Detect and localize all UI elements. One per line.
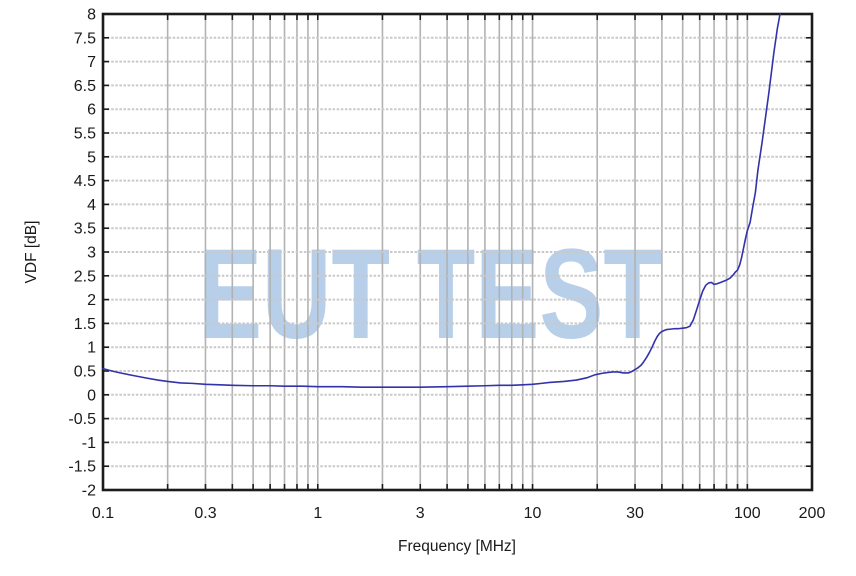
x-tick-label: 0.3 bbox=[194, 505, 216, 522]
y-tick-label: 3.5 bbox=[74, 221, 96, 238]
y-tick-label: 1 bbox=[87, 340, 96, 357]
y-tick-label: 7.5 bbox=[74, 30, 96, 47]
x-tick-label: 100 bbox=[734, 505, 761, 522]
x-axis-title: Frequency [MHz] bbox=[398, 538, 516, 555]
x-tick-label: 3 bbox=[416, 505, 425, 522]
y-tick-label: 1.5 bbox=[74, 316, 96, 333]
y-tick-label: 3 bbox=[87, 245, 96, 262]
x-tick-label: 200 bbox=[799, 505, 826, 522]
y-tick-label: 4 bbox=[87, 197, 96, 214]
y-tick-label: 8 bbox=[87, 7, 96, 24]
y-tick-label: 2.5 bbox=[74, 268, 96, 285]
x-tick-label: 1 bbox=[313, 505, 322, 522]
y-tick-label: 5.5 bbox=[74, 126, 96, 143]
y-tick-label: -2 bbox=[82, 483, 96, 500]
watermark-text: EUT TEST bbox=[198, 223, 662, 366]
y-tick-label: 2 bbox=[87, 292, 96, 309]
y-axis-title: VDF [dB] bbox=[23, 221, 40, 284]
y-tick-label: 6 bbox=[87, 102, 96, 119]
x-tick-label: 30 bbox=[626, 505, 644, 522]
y-tick-label: 0 bbox=[87, 387, 96, 404]
grid-layer bbox=[103, 14, 812, 490]
y-tick-label: -1 bbox=[82, 435, 96, 452]
y-tick-label: 7 bbox=[87, 54, 96, 71]
y-tick-label: 4.5 bbox=[74, 173, 96, 190]
x-tick-label: 10 bbox=[524, 505, 542, 522]
y-tick-label: 0.5 bbox=[74, 364, 96, 381]
tick-labels-layer: 0.1 0.3 1 3 10 30 100 200 -2 -1.5 -1 -0.5 0 0.5 1 1.5 2 2… bbox=[68, 7, 825, 523]
y-tick-label: -0.5 bbox=[68, 411, 96, 428]
y-tick-label: 5 bbox=[87, 149, 96, 166]
y-tick-label: 6.5 bbox=[74, 78, 96, 95]
axis-layer bbox=[101, 12, 814, 492]
x-tick-label: 0.1 bbox=[92, 505, 114, 522]
vdf-curve bbox=[102, 13, 781, 388]
y-tick-label: -1.5 bbox=[68, 459, 96, 476]
